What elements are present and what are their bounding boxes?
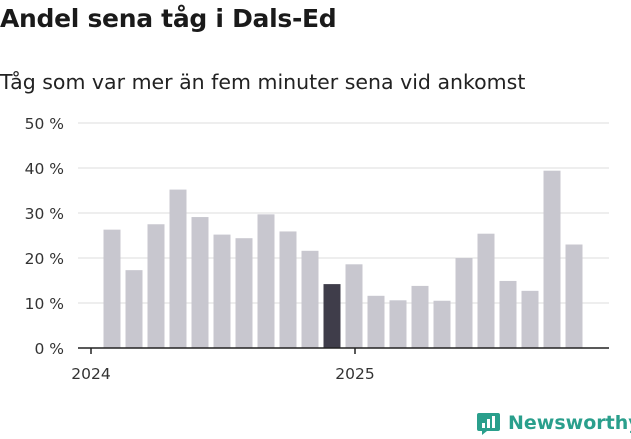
bar bbox=[191, 217, 209, 348]
bar bbox=[565, 244, 583, 348]
bar bbox=[455, 258, 473, 348]
bar bbox=[389, 300, 407, 348]
bar bbox=[235, 238, 253, 348]
bar bbox=[345, 264, 363, 348]
bar bbox=[169, 189, 187, 348]
chart-subtitle: Tåg som var mer än fem minuter sena vid … bbox=[0, 70, 526, 94]
bar bbox=[433, 300, 451, 348]
bar bbox=[103, 229, 121, 348]
y-tick-label: 40 % bbox=[25, 160, 64, 178]
bar bbox=[411, 285, 429, 348]
brand-name: Newsworthy bbox=[508, 412, 631, 434]
newsworthy-logo-icon bbox=[477, 412, 500, 435]
y-tick-label: 10 % bbox=[25, 295, 64, 313]
bar bbox=[279, 231, 297, 348]
newsworthy-brand: Newsworthy bbox=[476, 408, 631, 438]
bar bbox=[323, 284, 341, 348]
bar bbox=[499, 280, 517, 348]
x-tick-label: 2024 bbox=[71, 365, 110, 383]
y-tick-label: 30 % bbox=[25, 205, 64, 223]
chart-title: Andel sena tåg i Dals-Ed bbox=[0, 4, 337, 33]
x-tick-label: 2025 bbox=[335, 365, 374, 383]
y-tick-label: 20 % bbox=[25, 250, 64, 268]
bar bbox=[477, 233, 495, 348]
bar bbox=[147, 224, 165, 348]
bar bbox=[301, 250, 319, 348]
bar bbox=[521, 290, 539, 348]
bar bbox=[367, 295, 385, 348]
bar bbox=[125, 270, 143, 348]
y-tick-label: 50 % bbox=[25, 115, 64, 133]
bar bbox=[213, 234, 231, 348]
y-tick-label: 0 % bbox=[34, 340, 64, 358]
bar bbox=[543, 170, 561, 348]
bar bbox=[257, 214, 275, 348]
